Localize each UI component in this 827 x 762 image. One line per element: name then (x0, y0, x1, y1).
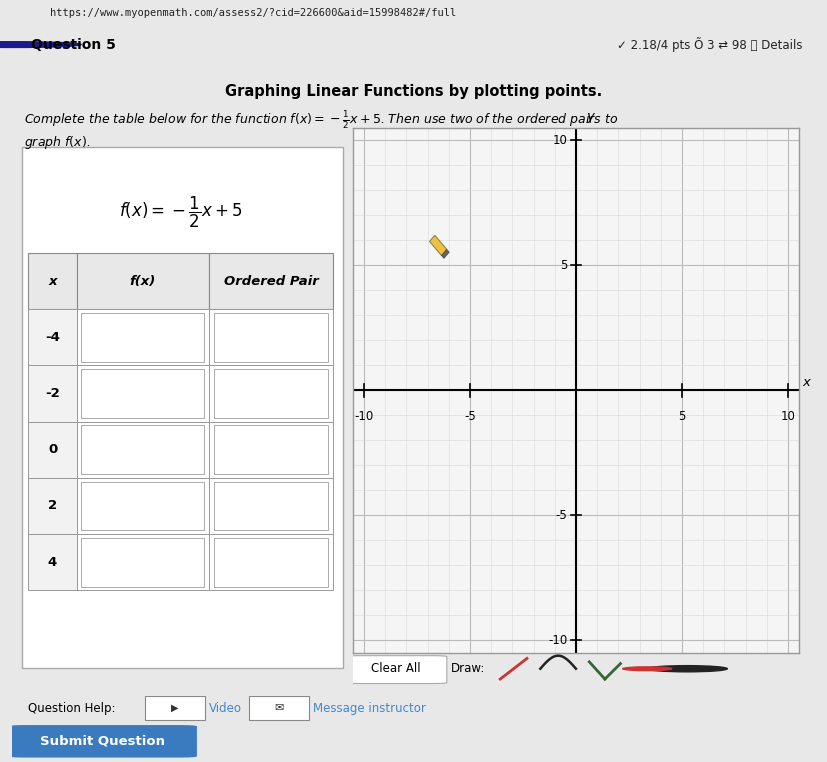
FancyBboxPatch shape (209, 421, 333, 478)
FancyBboxPatch shape (28, 309, 77, 366)
Text: -10: -10 (354, 411, 374, 424)
Text: 10: 10 (781, 411, 796, 424)
Text: ✉: ✉ (274, 703, 284, 713)
Text: $f(x) = -\dfrac{1}{2}x + 5$: $f(x) = -\dfrac{1}{2}x + 5$ (119, 194, 242, 230)
Text: Clear All: Clear All (370, 662, 420, 675)
Text: Message instructor: Message instructor (313, 702, 426, 715)
Text: 5: 5 (560, 259, 567, 272)
FancyBboxPatch shape (28, 421, 77, 478)
Circle shape (623, 667, 672, 671)
FancyBboxPatch shape (209, 253, 333, 309)
FancyBboxPatch shape (77, 253, 209, 309)
Text: https://www.myopenmath.com/assess2/?cid=226600&aid=15998482#/full: https://www.myopenmath.com/assess2/?cid=… (50, 8, 456, 18)
FancyBboxPatch shape (22, 147, 343, 668)
Text: Graphing Linear Functions by plotting points.: Graphing Linear Functions by plotting po… (225, 85, 602, 99)
FancyBboxPatch shape (209, 309, 333, 366)
Text: Question Help:: Question Help: (28, 702, 116, 715)
FancyBboxPatch shape (77, 421, 209, 478)
FancyBboxPatch shape (77, 309, 209, 366)
Text: 4: 4 (48, 555, 57, 568)
FancyBboxPatch shape (213, 313, 328, 362)
FancyBboxPatch shape (209, 366, 333, 421)
FancyBboxPatch shape (344, 655, 447, 684)
Circle shape (0, 42, 81, 47)
Polygon shape (442, 249, 449, 258)
Text: y: y (586, 110, 595, 123)
Polygon shape (429, 235, 447, 255)
Text: -10: -10 (548, 634, 567, 647)
Text: ✓ 2.18/4 pts Õ 3 ⇄ 98 ⓘ Details: ✓ 2.18/4 pts Õ 3 ⇄ 98 ⓘ Details (617, 37, 802, 52)
FancyBboxPatch shape (81, 425, 204, 474)
Text: Question 5: Question 5 (31, 37, 117, 52)
Text: Complete the table below for the function $f(x) = -\frac{1}{2}x + 5$. Then use t: Complete the table below for the functio… (25, 109, 619, 131)
FancyBboxPatch shape (213, 538, 328, 587)
FancyBboxPatch shape (81, 369, 204, 418)
Text: -5: -5 (464, 411, 476, 424)
FancyBboxPatch shape (249, 696, 309, 720)
FancyBboxPatch shape (28, 253, 77, 309)
Text: x: x (48, 274, 57, 287)
Text: 2: 2 (48, 499, 57, 513)
FancyBboxPatch shape (213, 482, 328, 530)
FancyBboxPatch shape (77, 534, 209, 591)
FancyBboxPatch shape (8, 725, 197, 757)
Text: Ordered Pair: Ordered Pair (224, 274, 318, 287)
Text: Submit Question: Submit Question (40, 735, 165, 748)
Text: graph $f(x)$.: graph $f(x)$. (25, 134, 91, 151)
FancyBboxPatch shape (28, 478, 77, 534)
FancyBboxPatch shape (77, 478, 209, 534)
Text: x: x (803, 376, 810, 389)
Text: -5: -5 (556, 509, 567, 522)
Text: -2: -2 (45, 387, 60, 400)
FancyBboxPatch shape (209, 534, 333, 591)
FancyBboxPatch shape (28, 534, 77, 591)
FancyBboxPatch shape (81, 538, 204, 587)
FancyBboxPatch shape (28, 366, 77, 421)
FancyBboxPatch shape (213, 425, 328, 474)
FancyBboxPatch shape (213, 369, 328, 418)
FancyBboxPatch shape (81, 482, 204, 530)
FancyBboxPatch shape (77, 366, 209, 421)
FancyBboxPatch shape (81, 313, 204, 362)
Text: f(x): f(x) (130, 274, 155, 287)
Text: Video: Video (209, 702, 242, 715)
Text: 10: 10 (552, 134, 567, 147)
Text: 0: 0 (48, 443, 57, 456)
Text: 5: 5 (678, 411, 686, 424)
Circle shape (648, 666, 727, 672)
Text: Draw:: Draw: (452, 662, 485, 675)
Text: -4: -4 (45, 331, 60, 344)
FancyBboxPatch shape (145, 696, 205, 720)
FancyBboxPatch shape (209, 478, 333, 534)
Text: ▶: ▶ (170, 703, 178, 713)
